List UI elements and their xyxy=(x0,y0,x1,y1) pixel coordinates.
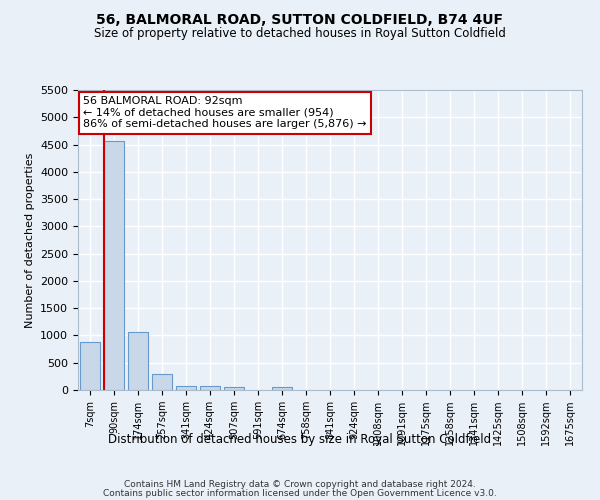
Bar xyxy=(200,386,220,390)
Text: Distribution of detached houses by size in Royal Sutton Coldfield: Distribution of detached houses by size … xyxy=(109,432,491,446)
Text: Contains public sector information licensed under the Open Government Licence v3: Contains public sector information licen… xyxy=(103,489,497,498)
Text: Contains HM Land Registry data © Crown copyright and database right 2024.: Contains HM Land Registry data © Crown c… xyxy=(124,480,476,489)
Text: 56 BALMORAL ROAD: 92sqm
← 14% of detached houses are smaller (954)
86% of semi-d: 56 BALMORAL ROAD: 92sqm ← 14% of detache… xyxy=(83,96,367,129)
Text: 56, BALMORAL ROAD, SUTTON COLDFIELD, B74 4UF: 56, BALMORAL ROAD, SUTTON COLDFIELD, B74… xyxy=(97,12,503,26)
Bar xyxy=(152,374,172,390)
Text: Size of property relative to detached houses in Royal Sutton Coldfield: Size of property relative to detached ho… xyxy=(94,28,506,40)
Bar xyxy=(272,388,292,390)
Y-axis label: Number of detached properties: Number of detached properties xyxy=(25,152,35,328)
Bar xyxy=(80,342,100,390)
Bar xyxy=(176,386,196,390)
Bar xyxy=(104,142,124,390)
Bar xyxy=(128,332,148,390)
Bar xyxy=(224,388,244,390)
